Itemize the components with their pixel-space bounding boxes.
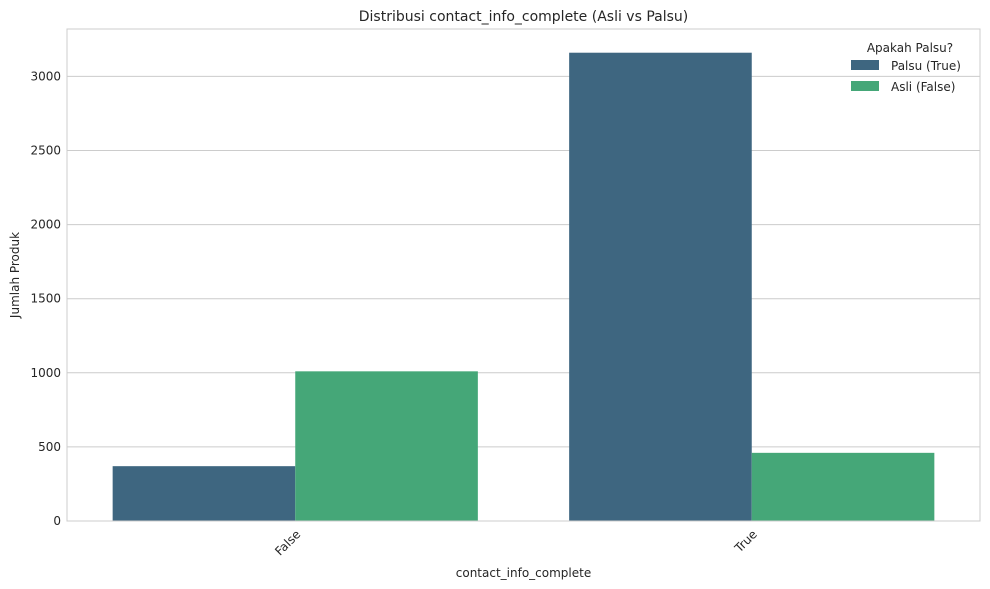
bar — [569, 52, 752, 521]
legend-entry: Asli (False) — [891, 80, 955, 94]
legend-swatch — [851, 60, 879, 70]
bar — [295, 371, 478, 521]
bars — [112, 52, 935, 521]
legend-entry: Palsu (True) — [891, 59, 961, 73]
legend: Apakah Palsu? Palsu (True) Asli (False) — [851, 41, 961, 94]
y-tick-label: 1000 — [30, 366, 61, 380]
chart-title: Distribusi contact_info_complete (Asli v… — [359, 9, 689, 25]
y-tick-label: 3000 — [30, 69, 61, 83]
grid-lines — [67, 75, 980, 522]
y-axis-ticks: 0 500 1000 1500 2000 2500 3000 — [30, 69, 61, 528]
x-axis-ticks: False True — [272, 527, 760, 558]
y-axis-label: Jumlah Produk — [8, 232, 22, 319]
x-tick-label: True — [731, 527, 760, 556]
y-tick-label: 1500 — [30, 292, 61, 306]
x-axis-label: contact_info_complete — [456, 566, 591, 580]
y-tick-label: 2500 — [30, 144, 61, 158]
y-tick-label: 500 — [38, 440, 61, 454]
legend-swatch — [851, 81, 879, 91]
bar — [751, 452, 935, 521]
x-tick-label: False — [272, 527, 303, 558]
y-tick-label: 0 — [53, 514, 61, 528]
bar — [112, 466, 296, 521]
y-tick-label: 2000 — [30, 218, 61, 232]
plot-frame — [66, 28, 981, 522]
legend-title: Apakah Palsu? — [867, 41, 953, 55]
